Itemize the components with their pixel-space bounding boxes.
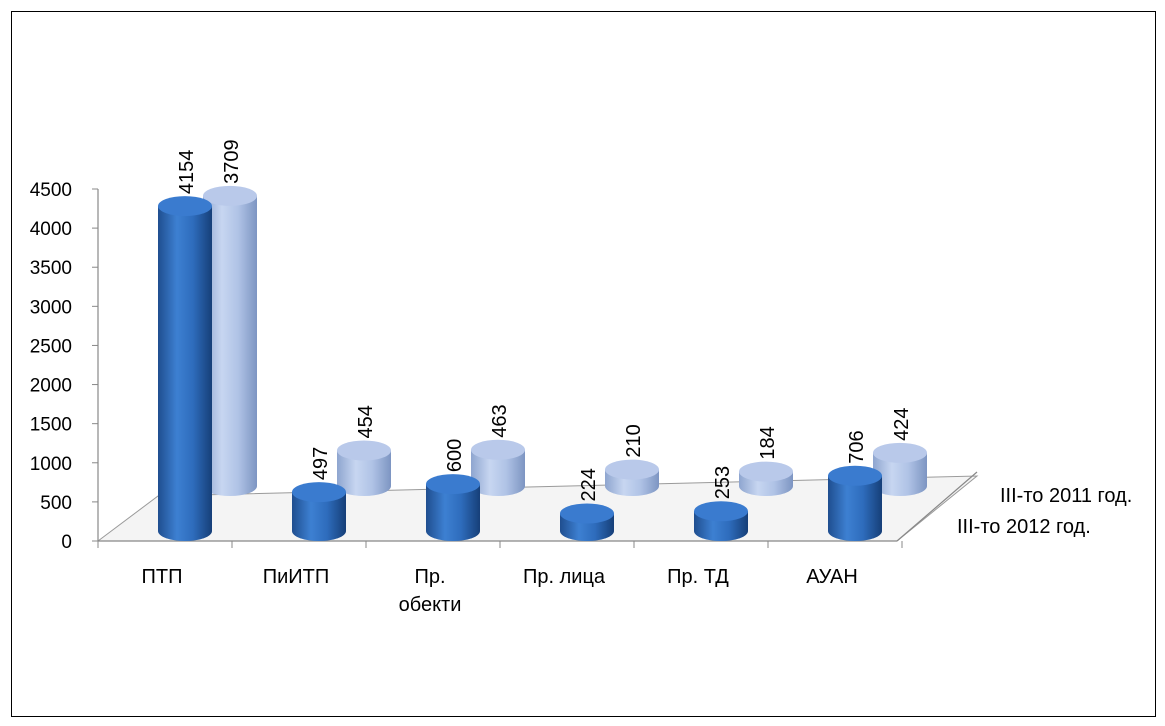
category-label: Пр. ТД xyxy=(667,566,729,588)
cylinder-body xyxy=(203,195,257,496)
y-tick-label: 3000 xyxy=(30,297,72,318)
series-2011 xyxy=(203,185,927,496)
bar-2012 xyxy=(560,503,614,541)
data-label-2011: 184 xyxy=(757,426,779,459)
depth-axis-line xyxy=(896,471,978,542)
data-label-2012: 224 xyxy=(578,468,600,501)
y-tick-label: 500 xyxy=(40,493,72,514)
cylinder-body xyxy=(426,484,480,541)
data-label-2012: 706 xyxy=(846,430,868,463)
y-tick-label: 1500 xyxy=(30,415,72,436)
cylinder-body xyxy=(873,452,927,496)
bar-2011 xyxy=(605,459,659,496)
y-tick-label: 4000 xyxy=(30,219,72,240)
cylinder-cap xyxy=(873,442,927,463)
cylinder-cap xyxy=(694,501,748,522)
cylinder-body xyxy=(828,475,882,541)
category-label: ПТП xyxy=(142,566,183,588)
category-label: Пр. xyxy=(414,566,445,588)
cylinder-body xyxy=(337,450,391,496)
cylinder-cap xyxy=(560,503,614,524)
cylinder-cap xyxy=(337,440,391,461)
bar-2012 xyxy=(158,196,212,542)
category-label: АУАН xyxy=(806,566,858,588)
data-label-2011: 424 xyxy=(891,407,913,440)
bar-2012 xyxy=(694,501,748,541)
data-label-2011: 454 xyxy=(355,405,377,438)
cylinder-cap xyxy=(739,461,793,482)
cylinder-cap xyxy=(471,439,525,460)
cylinder-cap xyxy=(158,196,212,217)
y-tick-label: 1000 xyxy=(30,454,72,475)
category-label: Пр. лица xyxy=(523,566,606,588)
data-label-2012: 4154 xyxy=(176,150,198,195)
y-tick-label: 4500 xyxy=(30,180,72,201)
series-label-2011: III-то 2011 год. xyxy=(1000,485,1132,507)
cylinder-cap xyxy=(292,482,346,503)
cylinder-cap xyxy=(203,185,257,206)
bar-2011 xyxy=(471,439,525,496)
cylinder-body xyxy=(292,492,346,541)
category-label: ПиИТП xyxy=(263,566,330,588)
bar-2011 xyxy=(337,440,391,496)
data-label-2011: 210 xyxy=(623,424,645,457)
y-tick-label: 0 xyxy=(61,532,72,553)
bar-2012 xyxy=(292,482,346,541)
bar-2012 xyxy=(828,465,882,541)
y-tick-label: 2500 xyxy=(30,336,72,357)
series-2012 xyxy=(158,196,882,542)
y-tick-label: 2000 xyxy=(30,376,72,397)
category-label: обекти xyxy=(399,594,462,616)
bar-2012 xyxy=(426,474,480,541)
cylinder-cap xyxy=(605,459,659,480)
bar-2011 xyxy=(873,442,927,496)
data-label-2012: 600 xyxy=(444,439,466,472)
bar-2011 xyxy=(203,185,257,496)
data-label-2012: 497 xyxy=(310,447,332,480)
bar-2011 xyxy=(739,461,793,496)
cylinder-body xyxy=(471,449,525,496)
cylinder-cap xyxy=(426,474,480,495)
series-label-2012: III-то 2012 год. xyxy=(957,516,1091,538)
data-label-2012: 253 xyxy=(712,466,734,499)
data-label-2011: 3709 xyxy=(221,139,243,184)
cylinder-cap xyxy=(828,465,882,486)
cylinder-body xyxy=(158,206,212,542)
data-label-2011: 463 xyxy=(489,404,511,437)
labels: 0 500 1000 1500 2000 2500 3000 3500 4000 4500 ПТП П… xyxy=(30,139,1133,616)
y-tick-label: 3500 xyxy=(30,258,72,279)
